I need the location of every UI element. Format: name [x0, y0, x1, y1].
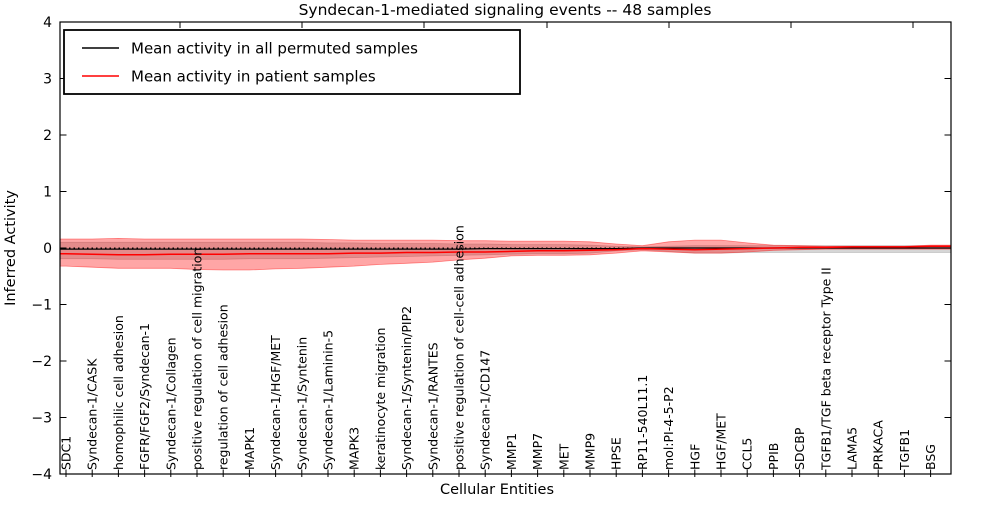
x-category-label: Syndecan-1/Collagen	[163, 337, 178, 470]
y-tick-label: −1	[31, 298, 52, 314]
x-axis-label: Cellular Entities	[440, 482, 554, 498]
x-category-label: HPSE	[609, 437, 624, 470]
y-tick-label: −4	[31, 467, 52, 483]
x-category-label: CCL5	[740, 438, 755, 470]
x-category-label: SDCBP	[792, 427, 807, 470]
x-category-label: positive regulation of cell migration	[190, 248, 205, 470]
y-tick-label: 3	[43, 72, 52, 88]
x-category-label: PRKACA	[871, 420, 886, 470]
y-tick-label: 1	[43, 185, 52, 201]
x-category-label: MMP1	[504, 433, 519, 470]
x-category-label: regulation of cell adhesion	[216, 304, 231, 470]
series-lines-layer	[60, 245, 951, 256]
y-axis-label: Inferred Activity	[3, 190, 19, 306]
line-patient-mean	[60, 245, 951, 256]
x-category-label: MAPK3	[347, 427, 362, 470]
legend: Mean activity in all permuted samples Mea…	[63, 29, 521, 95]
x-category-label: MMP9	[583, 433, 598, 470]
x-category-label: RP11-540L11.1	[635, 375, 650, 470]
x-category-label: MAPK1	[242, 427, 257, 470]
x-category-label: HGF	[687, 444, 702, 470]
legend-item-label: Mean activity in patient samples	[131, 68, 376, 86]
x-category-label: PPIB	[766, 443, 781, 470]
x-category-label: MMP7	[530, 433, 545, 470]
chart-title: Syndecan-1-mediated signaling events -- …	[299, 1, 712, 19]
x-category-label: Syndecan-1/CASK	[85, 358, 100, 470]
x-category-label: LAMA5	[845, 427, 860, 470]
x-category-label: TGFB1	[897, 429, 912, 471]
x-category-label: TGFB1/TGF beta receptor Type II	[818, 267, 833, 471]
x-category-label: mol:PI-4-5-P2	[661, 386, 676, 470]
x-category-label: keratinocyte migration	[373, 328, 388, 470]
x-category-label: Syndecan-1/Syntenin/PIP2	[399, 306, 414, 470]
y-tick-label: 0	[43, 241, 52, 257]
x-category-label: Syndecan-1/RANTES	[425, 342, 440, 470]
x-category-labels: SDC1 Syndecan-1/CASK homophilic cell adhes…	[59, 225, 939, 471]
y-tick-label: 4	[43, 15, 52, 31]
y-tick-label: 2	[43, 128, 52, 144]
legend-item-label: Mean activity in all permuted samples	[131, 40, 418, 58]
x-category-label: homophilic cell adhesion	[111, 315, 126, 470]
x-category-label: BSG	[923, 444, 938, 470]
y-tick-label: −3	[31, 411, 52, 427]
legend-box	[63, 29, 521, 95]
y-tick-label: −2	[31, 354, 52, 370]
x-category-label: HGF/MET	[714, 413, 729, 470]
x-category-label: positive regulation of cell-cell adhesio…	[452, 225, 467, 470]
x-category-label: Syndecan-1/CD147	[478, 350, 493, 470]
x-category-label: Syndecan-1/Syntenin	[294, 337, 309, 470]
x-category-label: FGFR/FGF2/Syndecan-1	[137, 323, 152, 470]
axis-ticks-layer	[60, 21, 951, 477]
y-tick-labels: 4 3 2 1 0 −1 −2 −3 −4	[31, 15, 52, 483]
x-category-label: MET	[556, 443, 571, 470]
x-category-label: SDC1	[59, 436, 74, 470]
x-category-label: Syndecan-1/Laminin-5	[321, 330, 336, 470]
x-category-label: Syndecan-1/HGF/MET	[268, 335, 283, 470]
